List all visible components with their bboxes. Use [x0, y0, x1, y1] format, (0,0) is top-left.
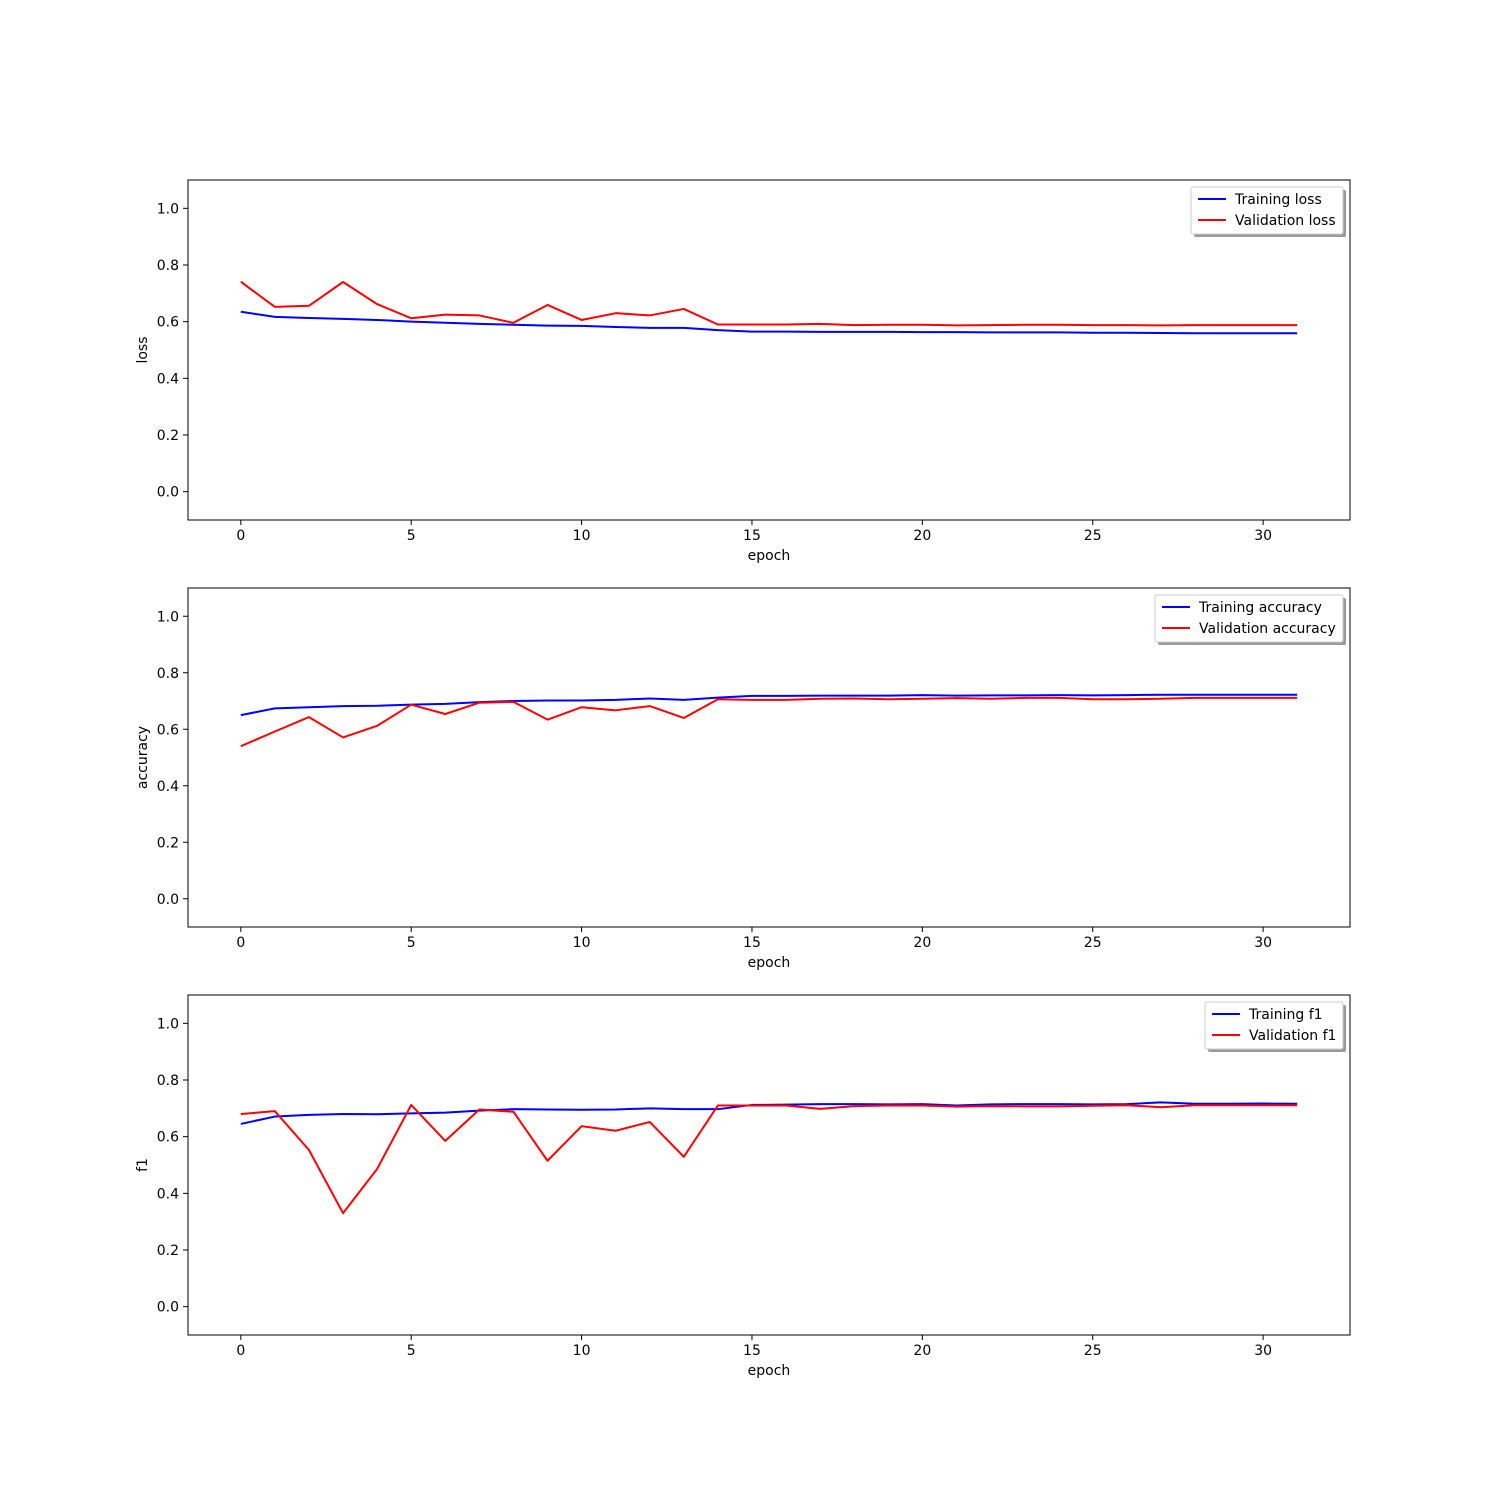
x-tick-label: 15: [743, 528, 761, 544]
series-line-training: [240, 693, 1298, 717]
axes-frame: [187, 179, 1351, 521]
y-axis-label: f1: [135, 1158, 151, 1172]
legend-entry: Training f1: [1248, 1007, 1323, 1023]
y-tick-label: 0.0: [157, 892, 179, 908]
chart-panel-1: 0 5 10 15 20 25 30 0.0 0.2 0.4 0.6 0.8 1.0 epoch loss T…: [135, 179, 1351, 564]
legend-entry: Validation accuracy: [1199, 621, 1336, 637]
y-tick-label: 0.4: [157, 1186, 179, 1202]
y-tick-label: 0.8: [157, 666, 179, 682]
legend-entry: Validation f1: [1249, 1028, 1336, 1044]
x-tick-label: 20: [913, 528, 931, 544]
x-tick-label: 25: [1084, 528, 1102, 544]
legend-entry: Training loss: [1234, 192, 1322, 208]
x-tick-label: 10: [573, 935, 591, 951]
series-line-validation: [240, 696, 1298, 748]
chart-panel-3: 0 5 10 15 20 25 30 0.0 0.2 0.4 0.6 0.8 1.0 epoch f1 Tra…: [135, 994, 1351, 1379]
y-tick-label: 0.2: [157, 428, 179, 444]
x-tick-label: 25: [1084, 1343, 1102, 1359]
x-tick-label: 15: [743, 1343, 761, 1359]
legend: Training f1 Validation f1: [1204, 1001, 1346, 1052]
y-tick-label: 1.0: [157, 201, 179, 217]
y-tick-label: 0.8: [157, 1073, 179, 1089]
x-axis-label: epoch: [748, 1363, 791, 1379]
legend: Training accuracy Validation accuracy: [1154, 594, 1346, 645]
y-tick-label: 1.0: [157, 1016, 179, 1032]
y-tick-label: 0.2: [157, 1243, 179, 1259]
chart-panel-2: 0 5 10 15 20 25 30 0.0 0.2 0.4 0.6 0.8 1.0 epoch accur…: [135, 587, 1351, 971]
y-axis-label: accuracy: [135, 726, 151, 789]
y-tick-label: 0.4: [157, 779, 179, 795]
y-tick-label: 0.2: [157, 835, 179, 851]
x-tick-label: 0: [236, 528, 245, 544]
x-tick-label: 30: [1254, 1343, 1272, 1359]
legend: Training loss Validation loss: [1190, 186, 1346, 237]
x-tick-label: 25: [1084, 935, 1102, 951]
y-tick-label: 0.0: [157, 1300, 179, 1316]
x-tick-label: 10: [573, 1343, 591, 1359]
x-tick-label: 30: [1254, 935, 1272, 951]
x-tick-label: 0: [236, 935, 245, 951]
axes-frame: [187, 587, 1351, 928]
y-tick-label: 0.0: [157, 485, 179, 501]
x-axis-label: epoch: [748, 548, 791, 564]
series-line-validation: [240, 280, 1298, 327]
y-tick-label: 1.0: [157, 609, 179, 625]
y-tick-label: 0.4: [157, 371, 179, 387]
x-tick-label: 5: [407, 1343, 416, 1359]
x-tick-label: 20: [913, 1343, 931, 1359]
x-tick-label: 30: [1254, 528, 1272, 544]
x-tick-label: 5: [407, 935, 416, 951]
series-line-validation: [240, 1103, 1298, 1215]
x-tick-label: 15: [743, 935, 761, 951]
x-tick-label: 10: [573, 528, 591, 544]
x-tick-label: 20: [913, 935, 931, 951]
x-tick-label: 0: [236, 1343, 245, 1359]
legend-entry: Validation loss: [1235, 213, 1336, 229]
x-axis-label: epoch: [748, 955, 791, 971]
legend-entry: Training accuracy: [1198, 600, 1322, 616]
legend-box: [1154, 594, 1344, 643]
y-tick-label: 0.6: [157, 722, 179, 738]
y-tick-label: 0.6: [157, 315, 179, 331]
y-tick-label: 0.6: [157, 1130, 179, 1146]
y-axis-label: loss: [135, 336, 151, 363]
x-tick-label: 5: [407, 528, 416, 544]
y-tick-label: 0.8: [157, 258, 179, 274]
series-line-training: [240, 310, 1298, 335]
axes-frame: [187, 994, 1351, 1336]
legend-box: [1190, 186, 1344, 235]
